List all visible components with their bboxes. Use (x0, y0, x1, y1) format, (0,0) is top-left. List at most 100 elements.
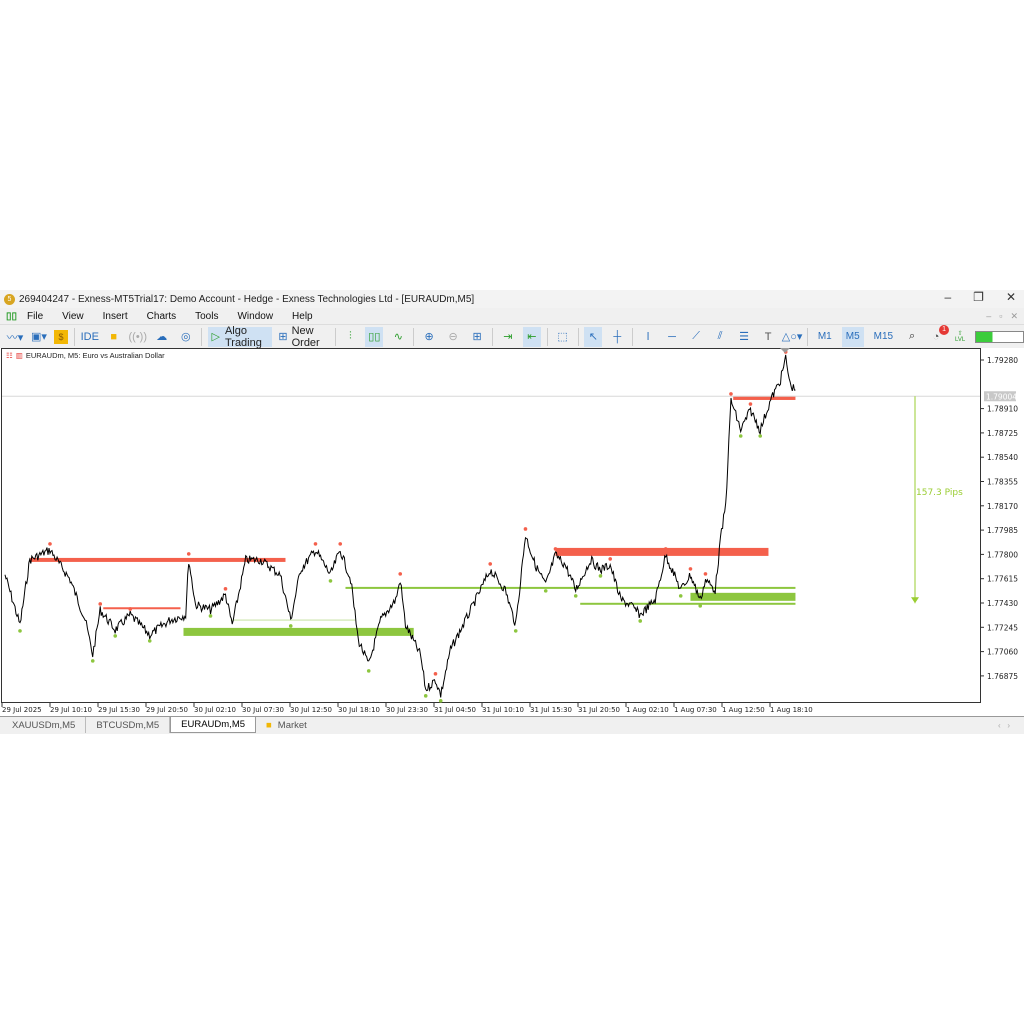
time-tick-label: 1 Aug 18:10 (770, 706, 813, 714)
fractal-low-marker (230, 629, 235, 633)
menu-bar: ▯▯ File View Insert Charts Tools Window … (0, 308, 1024, 324)
algo-trading-button[interactable]: ▷ Algo Trading (207, 325, 273, 349)
fractal-high-marker (98, 602, 103, 606)
current-price-label: 1.79004 (986, 392, 1017, 401)
demand-zone (580, 602, 796, 605)
supply-zone (555, 547, 769, 556)
close-button[interactable]: ✕ (1005, 290, 1016, 304)
fractal-low-marker (598, 574, 603, 578)
fractal-high-marker (186, 552, 191, 556)
menu-charts[interactable]: Charts (146, 310, 177, 322)
menu-tools[interactable]: Tools (195, 310, 219, 322)
price-chart[interactable]: 157.3 Pips 1.79280 1.78910 1.78725 1.78540 1… (0, 348, 1024, 718)
tab-scroll-arrows[interactable]: ‹ › (998, 720, 1010, 730)
equidistant-channel-icon[interactable]: ⫽ (717, 330, 723, 342)
supply-zone (103, 607, 181, 610)
measure-label: 157.3 Pips (916, 488, 963, 498)
trade-panel-icon[interactable]: ☷ (6, 351, 13, 360)
signals-icon[interactable]: ((•)) (128, 330, 148, 343)
timeframe-m1[interactable]: M1 (817, 331, 832, 342)
price-tick-label: 1.78170 (987, 502, 1018, 511)
market-bag-icon: ■ (266, 719, 272, 731)
cloud-icon[interactable]: ☁ (156, 331, 168, 343)
menu-view[interactable]: View (62, 310, 84, 322)
time-tick-label: 29 Jul 10:10 (50, 706, 92, 714)
mdi-restore-button[interactable]: ▫ (999, 311, 1003, 321)
price-tick-label: 1.76875 (987, 672, 1018, 681)
chart-symbol-header: ☷ ▥ EURAUDm, M5: Euro vs Australian Doll… (6, 351, 165, 360)
market-bag-icon[interactable]: ■ (110, 330, 118, 343)
autoscroll-icon[interactable]: ⇥ (503, 331, 513, 343)
price-tick-label: 1.79280 (987, 356, 1018, 365)
time-tick-label: 29 Jul 2025 (2, 706, 42, 714)
current-price-tag (984, 391, 1016, 402)
line-chart-icon[interactable]: 〰▾ (6, 331, 24, 344)
price-tick-label: 1.77060 (987, 648, 1018, 657)
vertical-line-icon[interactable]: ǀ (646, 330, 650, 343)
fractal-low-marker (147, 639, 152, 643)
lvl-icon[interactable]: ⇧ LVL (954, 331, 966, 343)
zoom-out-icon[interactable]: ⊖ (448, 331, 458, 343)
ide-button[interactable]: IDE (80, 330, 99, 343)
tab-eraudm[interactable]: EURAUDm,M5 (170, 717, 257, 733)
fibonacci-icon[interactable]: ☰ (739, 331, 750, 343)
text-icon[interactable]: T (764, 330, 772, 343)
timeframe-m5[interactable]: M5 (841, 326, 864, 347)
candlestick-icon[interactable]: ▯▯ (365, 326, 384, 347)
tab-xauusdm[interactable]: XAUUSDm,M5 (0, 717, 87, 733)
fractal-high-marker (338, 542, 343, 546)
chart-templates-icon[interactable]: ▣▾ (31, 331, 47, 343)
bar-chart-icon[interactable]: ⫶ (348, 330, 352, 342)
screenshot-icon[interactable]: ⬚ (557, 331, 568, 343)
fractal-high-marker (313, 542, 318, 546)
cursor-icon[interactable]: ↖ (584, 326, 603, 347)
chart-menu-icon[interactable]: ▯▯ (6, 310, 18, 322)
tile-windows-icon[interactable]: ⊞ (472, 331, 482, 343)
window-title: 269404247 - Exness-MT5Trial17: Demo Acco… (19, 293, 475, 305)
fractal-low-marker (113, 634, 118, 638)
fractal-high-marker (398, 572, 403, 576)
chart-icon: ▥ (15, 351, 23, 360)
new-order-button[interactable]: ⊞ New Order (278, 324, 320, 349)
notifications-icon[interactable]: ◔ 1 (927, 324, 950, 347)
menu-file[interactable]: File (27, 310, 44, 322)
chart-shift-icon[interactable]: ⇤ (522, 326, 541, 347)
search-icon[interactable]: ⌕ (909, 330, 916, 342)
demand-zone (345, 586, 796, 589)
time-tick-label: 31 Jul 10:10 (482, 706, 524, 714)
zoom-in-icon[interactable]: ⊕ (424, 331, 434, 343)
vps-icon[interactable]: ◎ (180, 331, 191, 343)
crosshair-icon[interactable]: ┼ (613, 330, 622, 343)
price-tick-label: 1.78540 (987, 453, 1018, 462)
trendline-icon[interactable]: ⟋ (692, 330, 700, 342)
demand-zone (690, 592, 796, 601)
menu-insert[interactable]: Insert (102, 310, 128, 322)
tab-btcusdm[interactable]: BTCUSDm,M5 (86, 717, 171, 733)
price-tick-label: 1.77615 (987, 575, 1018, 584)
fractal-high-marker (48, 542, 52, 546)
price-tick-label: 1.77800 (987, 550, 1018, 559)
price-line (4, 354, 796, 698)
timeframe-m15[interactable]: M15 (873, 331, 894, 342)
play-icon: ▷ (211, 331, 220, 343)
tab-market[interactable]: ■ Market (266, 719, 307, 731)
fractal-high-marker (433, 672, 438, 676)
maximize-button[interactable]: ❐ (973, 290, 984, 304)
mdi-close-button[interactable]: ✕ (1010, 311, 1018, 321)
measure-arrowhead-icon (911, 597, 919, 604)
horizontal-line-icon[interactable]: ─ (668, 330, 676, 343)
menu-window[interactable]: Window (237, 310, 274, 322)
fractal-low-marker (738, 434, 743, 438)
fractal-high-marker (729, 392, 733, 396)
shapes-icon[interactable]: △○▾ (781, 331, 803, 343)
symbol-label: EURAUDm, M5: Euro vs Australian Dollar (25, 351, 165, 360)
dollar-icon[interactable]: $ (54, 329, 68, 344)
line-mode-icon[interactable]: ∿ (393, 331, 403, 343)
menu-help[interactable]: Help (292, 310, 313, 322)
toolbar: 〰▾ ▣▾ $ IDE ■ ((•)) ☁ ◎ ▷ Algo Trading ⊞ N… (0, 324, 1024, 349)
mdi-minimize-button[interactable]: – (986, 311, 992, 321)
app-logo-icon: 5 (4, 293, 15, 305)
minimize-button[interactable]: – (944, 290, 952, 304)
fractal-high-marker (223, 587, 228, 591)
time-tick-label: 1 Aug 07:30 (674, 706, 717, 714)
